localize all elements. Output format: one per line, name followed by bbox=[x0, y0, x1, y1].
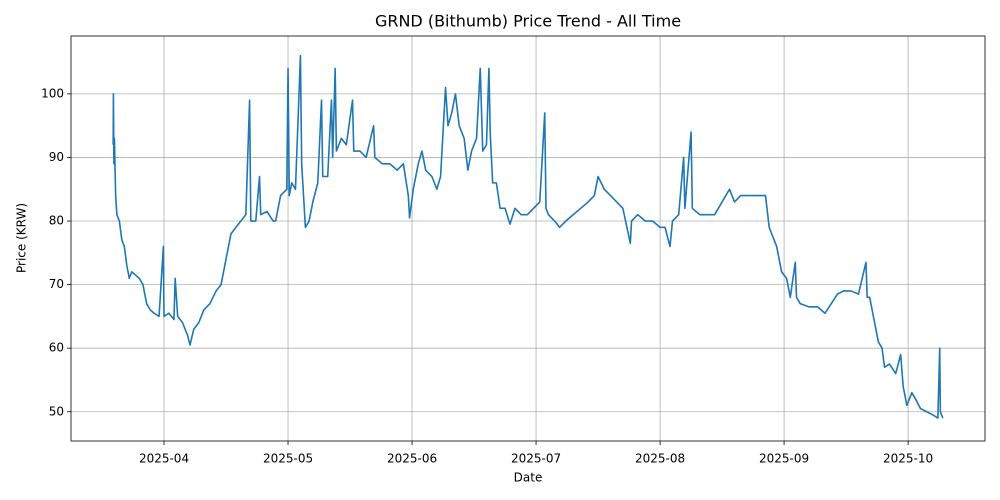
x-tick-label: 2025-06 bbox=[387, 452, 437, 466]
x-tick-label: 2025-04 bbox=[139, 452, 189, 466]
x-tick-label: 2025-07 bbox=[511, 452, 561, 466]
x-tick-label: 2025-10 bbox=[883, 452, 933, 466]
chart-title: GRND (Bithumb) Price Trend - All Time bbox=[375, 12, 681, 31]
x-tick-label: 2025-05 bbox=[263, 452, 313, 466]
price-line bbox=[112, 54, 944, 419]
y-axis-label: Price (KRW) bbox=[15, 203, 29, 273]
y-tick-label: 100 bbox=[41, 86, 64, 100]
plot bbox=[112, 54, 944, 419]
axes-frame bbox=[70, 35, 986, 442]
grid bbox=[71, 36, 985, 441]
x-axis-label: Date bbox=[514, 471, 543, 485]
x-tick-label: 2025-09 bbox=[759, 452, 809, 466]
y-tick-label: 60 bbox=[49, 341, 64, 355]
y-tick-label: 70 bbox=[49, 277, 64, 291]
x-tick-label: 2025-08 bbox=[635, 452, 685, 466]
y-tick-label: 50 bbox=[49, 404, 64, 418]
y-tick-label: 90 bbox=[49, 150, 64, 164]
y-tick-label: 80 bbox=[49, 214, 64, 228]
